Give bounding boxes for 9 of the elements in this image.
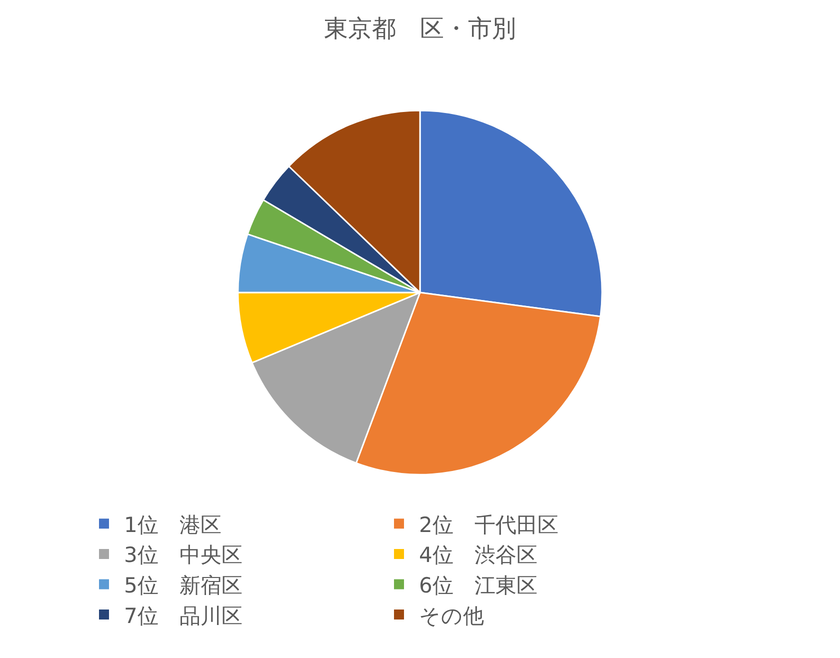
legend-label: 7位 品川区 — [124, 604, 242, 628]
legend-label: 2位 千代田区 — [419, 512, 558, 537]
legend-label: その他 — [419, 604, 484, 628]
legend-label: 6位 江東区 — [419, 573, 538, 598]
legend-label: 3位 中央区 — [124, 543, 242, 568]
legend-label: 1位 港区 — [124, 512, 222, 537]
legend-label: 5位 新宿区 — [124, 573, 242, 598]
chart-title: 東京都 区・市別 — [324, 14, 516, 43]
legend-label: 4位 渋谷区 — [419, 543, 538, 568]
